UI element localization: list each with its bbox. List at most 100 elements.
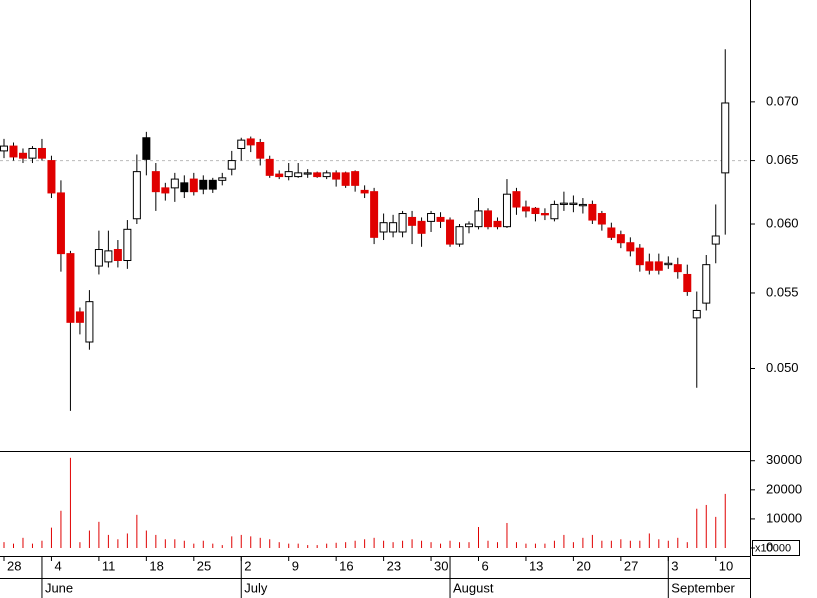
candle-body [104, 250, 113, 263]
x-tick-label: 10 [719, 558, 733, 573]
candle-body [47, 160, 56, 194]
candle-body [294, 172, 303, 178]
candle-body [370, 191, 379, 238]
x-tick-label: 30 [434, 558, 448, 573]
candle-body [28, 147, 37, 159]
candle-body [303, 172, 312, 175]
candle-body [256, 141, 265, 159]
candle-body [313, 172, 322, 178]
y-tick-label: 0.060 [766, 215, 799, 230]
candle-body [607, 227, 616, 238]
candle-body [161, 187, 170, 194]
candle-body [113, 249, 122, 262]
x-tick-label: 11 [102, 558, 116, 573]
candle-body [673, 264, 682, 273]
candle-body [521, 206, 530, 212]
volume-tick-label: 10000 [766, 510, 802, 525]
month-label: September [671, 580, 735, 595]
month-label: August [453, 580, 494, 595]
candle-body [702, 264, 711, 304]
candle-body [18, 152, 27, 159]
candle-body [132, 171, 141, 220]
x-tick-label: 4 [54, 558, 61, 573]
candle-body [75, 311, 84, 323]
candle-body [85, 301, 94, 343]
candle-body [265, 158, 274, 176]
candle-body [540, 213, 549, 216]
candle-body [351, 171, 360, 186]
candle-body [379, 222, 388, 233]
x-tick-label: 13 [529, 558, 543, 573]
candle-body [446, 219, 455, 245]
candle-body [559, 202, 568, 205]
candle-body [531, 207, 540, 215]
candle-body [389, 222, 398, 233]
candle-body [436, 216, 445, 222]
candle-body [37, 147, 46, 159]
candle-body [502, 193, 511, 228]
x-tick-label: 25 [197, 558, 211, 573]
candle-body [427, 213, 436, 222]
candle-body [322, 172, 331, 178]
y-tick-label: 0.065 [766, 152, 799, 167]
candle-body [455, 226, 464, 245]
candle-body [341, 172, 350, 186]
candle-body [654, 261, 663, 271]
month-label: July [244, 580, 268, 595]
x-tick-label: 20 [576, 558, 590, 573]
candle-body [483, 210, 492, 228]
y-tick-label: 0.070 [766, 93, 799, 108]
candle-body [597, 213, 606, 225]
volume-tick-label: 20000 [766, 481, 802, 496]
candle-body [493, 220, 502, 228]
candle-body [9, 145, 18, 158]
candle-body [123, 228, 132, 262]
candle-body [170, 178, 179, 189]
candle-body [721, 102, 730, 174]
x-tick-label: 16 [339, 558, 353, 573]
candle-body [465, 223, 474, 228]
x-tick-label: 6 [482, 558, 489, 573]
candle-body [66, 253, 75, 323]
candle-body [227, 160, 236, 170]
candle-body [664, 262, 673, 266]
candle-body [199, 179, 208, 190]
candle-body [692, 309, 701, 319]
candle-body [180, 182, 189, 193]
candle-body [417, 220, 426, 234]
candle-body [208, 179, 217, 190]
volume-tick-label: 0 [766, 539, 773, 554]
x-tick-label: 27 [624, 558, 638, 573]
volume-tick-label: 30000 [766, 452, 802, 467]
candle-body [578, 203, 587, 207]
y-tick-label: 0.055 [766, 284, 799, 299]
candle-body [237, 139, 246, 149]
candle-body [284, 171, 293, 178]
candle-body [588, 203, 597, 221]
candle-body [398, 213, 407, 233]
volume-unit-label: x10000 [755, 542, 791, 554]
candle-body [616, 234, 625, 244]
candle-body [94, 249, 103, 267]
candle-body [626, 242, 635, 252]
candle-body [645, 261, 654, 271]
candle-body [0, 145, 8, 152]
candle-body [151, 171, 160, 193]
y-tick-label: 0.050 [766, 360, 799, 375]
candle-body [635, 247, 644, 266]
x-tick-label: 23 [387, 558, 401, 573]
x-tick-label: 18 [149, 558, 163, 573]
month-label: June [45, 580, 73, 595]
candle-body [218, 177, 227, 181]
candle-body [246, 138, 255, 146]
candle-body [683, 273, 692, 293]
x-tick-label: 3 [671, 558, 678, 573]
candle-body [56, 192, 65, 255]
candle-body [512, 191, 521, 208]
candle-body [142, 137, 151, 160]
candle-body [474, 210, 483, 228]
candle-body [569, 202, 578, 205]
x-tick-label: 2 [244, 558, 251, 573]
candle-body [360, 189, 369, 194]
